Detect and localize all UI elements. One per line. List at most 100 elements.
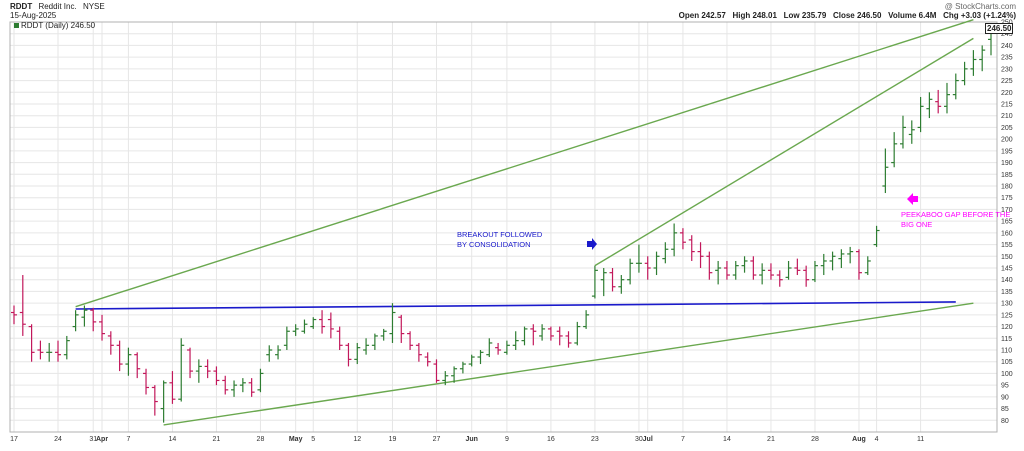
y-tick-label: 165	[1001, 219, 1013, 226]
ohlc-bar	[820, 253, 827, 276]
y-tick-label: 90	[1001, 394, 1009, 401]
x-tick-label: 14	[169, 436, 177, 443]
x-tick-label: Jun	[465, 436, 477, 443]
annotation-breakout-line2: BY CONSOLIDATION	[457, 240, 531, 249]
y-tick-label: 100	[1001, 371, 1013, 378]
ohlc-bar	[63, 335, 70, 360]
ohlc-bar	[55, 340, 62, 362]
ohlc-bar	[935, 89, 942, 114]
y-tick-label: 80	[1001, 418, 1009, 425]
ohlc-bar	[459, 361, 466, 374]
y-tick-label: 170	[1001, 207, 1013, 214]
arrow-right-icon	[587, 238, 597, 250]
ohlc-bar	[46, 342, 53, 362]
ohlc-bar	[468, 354, 475, 367]
ohlc-bar	[28, 324, 35, 362]
ohlc-bar	[662, 242, 669, 264]
ohlc-bar	[618, 275, 625, 294]
gridlines	[10, 21, 997, 432]
ohlc-bar	[301, 319, 308, 334]
ohlc-bar	[90, 307, 97, 332]
ohlc-bar	[231, 380, 238, 397]
y-tick-label: 205	[1001, 125, 1013, 132]
ohlc-bar	[380, 328, 387, 341]
ohlc-bar	[715, 260, 722, 285]
y-tick-label: 245	[1001, 31, 1013, 38]
ohlc-bar	[345, 342, 352, 367]
ohlc-bar	[891, 132, 898, 168]
plot-frame	[9, 21, 998, 433]
ohlc-bar	[354, 342, 361, 365]
ohlc-bar	[363, 338, 370, 355]
y-tick-label: 125	[1001, 312, 1013, 319]
y-tick-label: 115	[1001, 336, 1012, 343]
x-tick-label: May	[289, 436, 303, 443]
ohlc-bar	[169, 371, 176, 404]
ohlc-bar	[415, 342, 422, 362]
lower-channel-line	[163, 302, 974, 426]
y-tick-label: 240	[1001, 43, 1013, 50]
ohlc-bar	[512, 331, 519, 350]
y-tick-label: 175	[1001, 195, 1013, 202]
y-tick-label: 135	[1001, 289, 1013, 296]
ohlc-bar	[433, 359, 440, 383]
ohlc-bar	[283, 326, 290, 350]
x-tick-label: 17	[10, 436, 18, 443]
ohlc-bar	[327, 312, 334, 339]
ohlc-bar	[706, 251, 713, 280]
exchange-name: NYSE	[82, 2, 105, 11]
ohlc-bar	[389, 303, 396, 343]
ohlc-bar	[926, 92, 933, 119]
annotation-peekaboo-line2: BIG ONE	[901, 220, 932, 229]
ohlc-bar	[178, 338, 185, 402]
ohlc-bar	[275, 345, 282, 360]
ohlc-bar	[794, 258, 801, 276]
ohlc-bar	[530, 324, 537, 346]
ohlc-bar	[785, 260, 792, 280]
ohlc-summary: Open 242.57 High 248.01 Low 235.79 Close…	[678, 11, 1016, 20]
y-tick-label: 140	[1001, 277, 1013, 284]
annotation-peekaboo-line1: PEEKABOO GAP BEFORE THE	[901, 210, 1010, 219]
ohlc-bars	[11, 26, 994, 423]
ohlc-bar	[195, 359, 202, 383]
x-tick-label: 27	[433, 436, 441, 443]
ohlc-bar	[424, 352, 431, 367]
arrow-left-icon	[907, 193, 918, 205]
ohlc-bar	[697, 242, 704, 268]
y-tick-label: 190	[1001, 160, 1013, 167]
ohlc-bar	[442, 371, 449, 386]
ohlc-bar	[143, 368, 150, 395]
x-tick-label: 14	[723, 436, 731, 443]
x-tick-label: 4	[875, 436, 879, 443]
ohlc-bar	[239, 378, 246, 393]
upper-channel-line	[75, 18, 974, 308]
ohlc-bar	[310, 317, 317, 329]
legend-label: RDDT (Daily) 246.50	[21, 21, 96, 30]
x-tick-label: Aug	[852, 436, 866, 443]
ohlc-bar	[151, 385, 158, 416]
ohlc-bar	[19, 275, 26, 336]
x-tick-label: 16	[547, 436, 555, 443]
ohlc-bar	[503, 340, 510, 355]
y-tick-label: 85	[1001, 406, 1009, 413]
series-legend: RDDT (Daily) 246.50	[14, 21, 95, 30]
ohlc-bar	[644, 256, 651, 280]
x-tick-label: 7	[681, 436, 685, 443]
ohlc-bar	[583, 310, 590, 329]
ohlc-bar	[679, 228, 686, 250]
ohlc-bar	[961, 61, 968, 86]
ohlc-bar	[979, 45, 986, 72]
y-tick-label: 230	[1001, 66, 1013, 73]
chart-date: 15-Aug-2025	[10, 11, 57, 20]
ohlc-bar	[336, 326, 343, 350]
ohlc-bar	[257, 368, 264, 393]
y-tick-label: 180	[1001, 184, 1013, 191]
ohlc-bar	[398, 314, 405, 343]
ohlc-bar	[750, 256, 757, 280]
ohlc-bar	[855, 249, 862, 280]
inner-trendline	[594, 37, 974, 267]
ohlc-bar	[248, 378, 255, 397]
breakout-line	[75, 301, 956, 310]
y-tick-label: 225	[1001, 78, 1013, 85]
